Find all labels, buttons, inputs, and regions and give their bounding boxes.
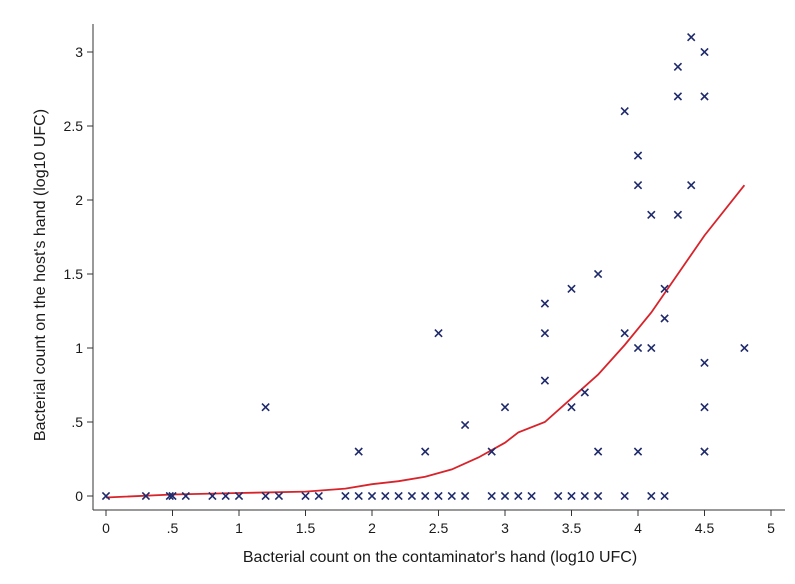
axes: 0 .5 1 1.5 2 2.5 3 3.5 4 4.5 5 0 .5 1 1.5 2 2.5 3 xyxy=(64,24,785,536)
x-axis-title: Bacterial count on the contaminator's ha… xyxy=(243,549,637,566)
scatter-point xyxy=(620,329,629,338)
y-tick-label: 1 xyxy=(75,340,83,356)
x-tick-label: 1.5 xyxy=(296,520,316,536)
scatter-point xyxy=(580,491,589,501)
scatter-point xyxy=(168,491,177,501)
scatter-point xyxy=(500,491,510,501)
y-tick-label: 2 xyxy=(75,192,83,208)
scatter-point xyxy=(274,491,284,501)
scatter-point xyxy=(660,284,669,293)
x-tick-label: 1 xyxy=(235,520,243,536)
y-axis-title: Bacterial count on the host's hand (log1… xyxy=(32,109,49,441)
scatter-point xyxy=(181,491,190,501)
scatter-point xyxy=(660,314,669,323)
scatter-point xyxy=(554,491,563,501)
x-tick-label: 2 xyxy=(368,520,376,536)
scatter-point xyxy=(660,491,669,501)
y-tick-label: 0 xyxy=(75,488,83,504)
points-layer xyxy=(101,33,749,501)
scatter-point xyxy=(540,299,550,308)
scatter-point xyxy=(341,491,350,501)
scatter-point xyxy=(487,491,496,501)
scatter-point xyxy=(633,447,643,456)
scatter-point xyxy=(620,107,629,116)
scatter-point xyxy=(700,403,709,412)
x-tick-label: 0 xyxy=(102,520,110,536)
scatter-point xyxy=(460,420,470,430)
scatter-point xyxy=(447,491,456,501)
scatter-point xyxy=(700,358,709,367)
x-tick-label: 5 xyxy=(767,520,775,536)
scatter-point xyxy=(460,491,470,501)
scatter-point xyxy=(434,329,443,338)
scatter-point xyxy=(700,92,709,101)
scatter-point xyxy=(301,491,310,501)
scatter-point xyxy=(593,269,603,279)
x-tick-label: 2.5 xyxy=(429,520,449,536)
scatter-point xyxy=(500,403,510,412)
scatter-point xyxy=(540,376,550,385)
scatter-point xyxy=(487,447,496,456)
scatter-point xyxy=(407,491,417,501)
scatter-point xyxy=(381,491,390,501)
scatter-point xyxy=(647,343,656,353)
scatter-point xyxy=(101,491,111,501)
scatter-point xyxy=(567,284,576,293)
scatter-point xyxy=(700,47,709,57)
fit-line-layer xyxy=(105,184,746,499)
scatter-point xyxy=(354,447,363,456)
scatter-point xyxy=(633,151,643,160)
scatter-point xyxy=(593,447,603,456)
x-tick-label: .5 xyxy=(167,520,179,536)
scatter-point xyxy=(673,92,683,101)
scatter-point xyxy=(673,62,683,71)
scatter-point xyxy=(221,491,230,501)
scatter-point xyxy=(633,343,643,353)
scatter-point xyxy=(527,491,536,501)
scatter-point xyxy=(567,491,576,501)
scatter-point xyxy=(314,491,323,501)
scatter-point xyxy=(234,491,244,501)
y-tick-label: 1.5 xyxy=(64,266,84,282)
scatter-point xyxy=(633,181,643,190)
y-tick-label: .5 xyxy=(71,414,83,430)
scatter-point xyxy=(434,491,443,501)
scatter-point xyxy=(421,447,430,456)
scatter-point xyxy=(687,33,696,42)
scatter-point xyxy=(261,491,270,501)
y-tick-label: 2.5 xyxy=(64,118,84,134)
scatter-point xyxy=(208,491,217,501)
scatter-point xyxy=(647,491,656,501)
y-tick-label: 3 xyxy=(75,44,83,60)
scatter-point xyxy=(740,343,749,353)
scatter-point xyxy=(700,447,709,456)
scatter-point xyxy=(354,491,363,501)
scatter-point xyxy=(567,403,576,412)
scatter-point xyxy=(165,491,174,501)
scatter-point xyxy=(593,491,603,501)
scatter-point xyxy=(620,491,629,501)
scatter-point xyxy=(673,210,683,219)
scatter-point xyxy=(421,491,430,501)
scatter-point xyxy=(540,329,550,338)
fit-line xyxy=(105,184,746,499)
scatter-point xyxy=(367,491,377,501)
x-tick-label: 3 xyxy=(501,520,509,536)
scatter-point xyxy=(141,491,151,501)
x-tick-label: 4.5 xyxy=(695,520,715,536)
x-tick-label: 4 xyxy=(634,520,642,536)
x-tick-label: 3.5 xyxy=(562,520,582,536)
scatter-point xyxy=(687,181,696,190)
scatter-point xyxy=(580,388,589,397)
scatter-point xyxy=(647,210,656,219)
scatter-point xyxy=(261,403,270,412)
scatter-point xyxy=(514,491,523,501)
scatter-point xyxy=(394,491,403,501)
